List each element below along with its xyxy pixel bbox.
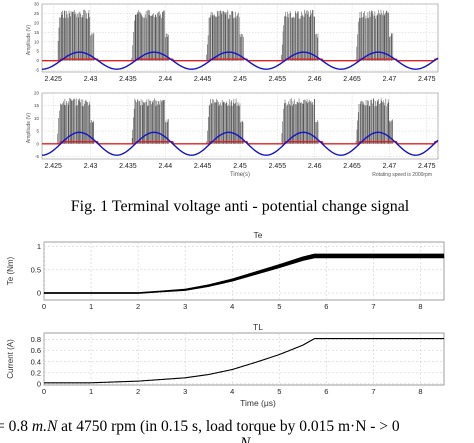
x-tick-label: 7: [371, 387, 375, 396]
tl-title: TL: [253, 322, 263, 332]
te-title: Te: [254, 230, 263, 240]
voltage-burst: [281, 9, 319, 61]
fig2-caption-line2: N: [239, 435, 252, 443]
y-tick-label: 10: [34, 39, 40, 44]
fig2-caption-italic: m.N: [32, 418, 59, 435]
x-tick-label: 7: [371, 302, 375, 311]
x-tick-label: 2.455: [269, 76, 287, 83]
x-tick-label: 2.47: [383, 76, 397, 83]
fig1-ylabel-a: Amplitude (V): [26, 25, 32, 56]
x-tick-label: 2.455: [269, 163, 287, 170]
y-tick-label: 10: [34, 116, 40, 121]
fig2-caption: = 0.8 m.N at 4750 rpm (in 0.15 s, load t…: [0, 418, 400, 435]
x-tick-label: 2.44: [158, 163, 172, 170]
voltage-burst: [355, 98, 393, 144]
fig1-panel-b: 20 15 10 5 0 -5 2.425 2.43 2.435 2.44 2.445 2.45 2.…: [26, 91, 439, 178]
x-tick-label: 2.435: [119, 76, 137, 83]
te-ylabel: Te (Nm): [6, 256, 15, 285]
x-tick-label: 2.46: [308, 163, 322, 170]
x-tick-label: 2.44: [158, 76, 172, 83]
x-tick-label: 8: [418, 302, 422, 311]
x-tick-label: 1: [89, 302, 93, 311]
voltage-burst: [131, 98, 169, 144]
y-tick-label: 0.8: [31, 335, 41, 344]
y-tick-label: 15: [34, 103, 40, 108]
te-panel: Te 1 0.5 0 0 1 2 3 4 5 6 7 8 Te (Nm): [6, 230, 445, 311]
y-tick-label: 0: [36, 141, 39, 146]
tl-panel: TL 0.8 0.6 0.4 0.2 0 0 1 2 3 4 5 6 7 8 Current (A) T…: [6, 322, 445, 408]
x-tick-label: 2.425: [44, 76, 62, 83]
x-tick-label: 2: [136, 387, 140, 396]
x-tick-label: 8: [418, 387, 422, 396]
fig1-caption: Fig. 1 Terminal voltage anti - potential…: [71, 198, 410, 215]
y-tick-label: 5: [36, 49, 39, 54]
x-tick-label: 5: [277, 387, 281, 396]
x-tick-label: 0: [42, 387, 46, 396]
y-tick-label: 0.5: [31, 265, 41, 274]
zero-crossing-signal-a: [42, 58, 438, 62]
y-tick-label: 0: [37, 289, 41, 298]
x-tick-label: 2.475: [418, 163, 436, 170]
x-tick-label: 2.43: [84, 163, 98, 170]
x-tick-label: 4: [230, 387, 234, 396]
x-tick-label: 2.45: [233, 163, 247, 170]
x-tick-label: 6: [324, 387, 328, 396]
x-tick-label: 2.475: [418, 76, 436, 83]
y-tick-label: 0.2: [31, 368, 41, 377]
fig1-note: Rotating speed is 2000rpm: [372, 172, 432, 178]
x-tick-label: 3: [183, 302, 187, 311]
zero-crossing-signal-b: [42, 141, 438, 145]
y-tick-label: 30: [34, 2, 40, 7]
x-tick-label: 2.425: [44, 163, 62, 170]
fig2-caption-suffix: at 4750 rpm (in 0.15 s, load torque by 0…: [57, 418, 400, 435]
fig1-panel-a: 30 25 20 15 10 5 0 -5 2.425 2.43 2.435 2.44 2.445 2.…: [26, 2, 439, 83]
y-tick-label: 0: [37, 379, 41, 388]
x-tick-label: 2.465: [343, 76, 361, 83]
y-tick-label: 0.4: [31, 357, 41, 366]
x-tick-label: 4: [230, 302, 234, 311]
y-tick-label: -5: [35, 68, 39, 73]
y-tick-label: 15: [34, 30, 40, 35]
voltage-burst: [206, 9, 244, 61]
x-tick-label: 2.46: [308, 76, 322, 83]
x-tick-label: 2.445: [194, 163, 212, 170]
x-tick-label: 2.45: [233, 76, 247, 83]
tl-curve: [44, 337, 444, 384]
back-emf-a: [41, 51, 439, 70]
x-tick-label: 2.43: [84, 76, 98, 83]
x-tick-label: 2: [136, 302, 140, 311]
voltage-burst: [281, 98, 319, 144]
x-tick-label: 3: [183, 387, 187, 396]
fig2-caption-prefix: = 0.8: [0, 418, 32, 435]
x-tick-label: 2.465: [343, 163, 361, 170]
x-tick-label: 2.435: [119, 163, 137, 170]
voltage-burst: [57, 9, 95, 61]
y-tick-label: 25: [34, 11, 40, 16]
y-tick-label: 0: [36, 58, 39, 63]
voltage-burst: [355, 9, 394, 61]
x-tick-label: 5: [277, 302, 281, 311]
voltage-burst: [206, 98, 244, 144]
back-emf-b: [41, 131, 439, 156]
x-tick-label: 6: [324, 302, 328, 311]
x-tick-label: 0: [42, 302, 46, 311]
y-tick-label: 20: [34, 20, 40, 25]
y-tick-label: 5: [36, 129, 39, 134]
te-curve: [43, 253, 445, 294]
x-tick-label: 1: [89, 387, 93, 396]
y-tick-label: -5: [35, 154, 39, 159]
fig1-xlabel: Time(s): [230, 172, 250, 178]
tl-ylabel: Current (A): [6, 339, 15, 379]
y-tick-label: 0.6: [31, 346, 41, 355]
fig1-ylabel-b: Amplitude (V): [26, 113, 32, 144]
x-tick-label: 2.47: [383, 163, 397, 170]
tl-xlabel: Time (μs): [240, 398, 276, 408]
y-tick-label: 20: [34, 91, 40, 96]
y-tick-label: 1: [37, 242, 41, 251]
x-tick-label: 2.445: [194, 76, 212, 83]
voltage-burst: [131, 9, 169, 61]
